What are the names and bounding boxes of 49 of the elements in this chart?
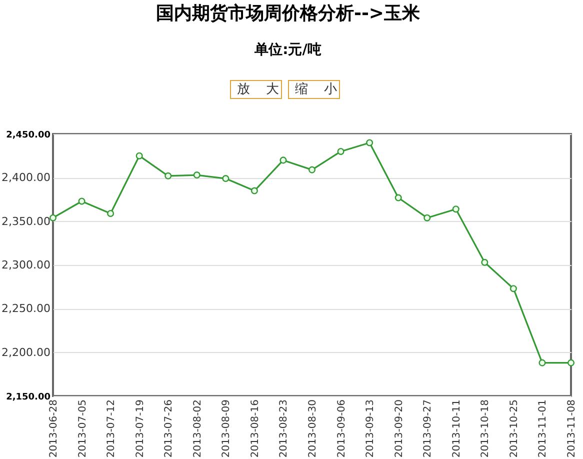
point bbox=[250, 187, 258, 194]
y-tick-label: 2,450.00 bbox=[6, 130, 50, 140]
x-tick-label: 2013-08-09 bbox=[221, 400, 232, 458]
x-tick-label: 2013-10-11 bbox=[451, 400, 462, 458]
y-tick-label: 2,300.00 bbox=[2, 258, 50, 272]
x-tick-label: 2013-08-16 bbox=[250, 400, 261, 458]
point bbox=[538, 359, 546, 366]
x-tick-label: 2013-11-01 bbox=[538, 400, 549, 458]
point bbox=[193, 172, 200, 179]
point bbox=[424, 214, 431, 222]
point bbox=[394, 194, 402, 202]
x-tick-label: 2013-09-20 bbox=[394, 400, 405, 458]
x-tick-label: 2013-09-13 bbox=[365, 400, 376, 458]
point bbox=[308, 166, 316, 174]
chart-title: 国内期货市场周价格分析-->玉米 bbox=[154, 3, 422, 25]
x-tick-label: 2013-07-12 bbox=[106, 400, 118, 458]
button[interactable]: 缩 小 bbox=[288, 80, 340, 99]
point bbox=[78, 198, 86, 205]
button[interactable]: 放 大 bbox=[230, 80, 282, 99]
x-tick-label: 2013-07-05 bbox=[77, 400, 88, 458]
point bbox=[510, 285, 517, 292]
point bbox=[366, 139, 374, 146]
x-tick-label: 2013-11-08 bbox=[566, 400, 578, 458]
x-tick-label: 2013-09-06 bbox=[336, 400, 348, 458]
point bbox=[452, 206, 460, 213]
y-tick-label: 2,150.00 bbox=[6, 392, 50, 402]
point bbox=[222, 175, 230, 182]
y-tick-label: 2,200.00 bbox=[2, 346, 50, 359]
point bbox=[481, 258, 488, 266]
point bbox=[164, 172, 172, 180]
x-tick-label: 2013-10-18 bbox=[480, 400, 492, 458]
y-tick-label: 2,250.00 bbox=[2, 302, 50, 316]
point bbox=[567, 359, 575, 366]
x-tick-label: 2013-08-02 bbox=[192, 400, 204, 458]
point bbox=[49, 214, 57, 222]
point bbox=[280, 156, 287, 164]
x-tick-label: 2013-06-28 bbox=[48, 400, 60, 458]
y-tick-label: 2,350.00 bbox=[2, 214, 50, 228]
point bbox=[107, 210, 114, 217]
point bbox=[136, 152, 143, 160]
x-tick-label: 2013-07-19 bbox=[134, 400, 146, 458]
x-tick-label: 2013-09-27 bbox=[422, 400, 434, 458]
x-tick-label: 2013-07-26 bbox=[164, 400, 175, 458]
x-tick-label: 2013-08-30 bbox=[308, 400, 318, 458]
x-tick-label: 2013-10-25 bbox=[508, 400, 520, 458]
x-tick-label: 2013-08-23 bbox=[278, 400, 290, 458]
y-tick-label: 2,400.00 bbox=[2, 171, 50, 184]
point bbox=[337, 148, 344, 155]
chart-subtitle: 单位:元/吨 bbox=[254, 41, 322, 59]
